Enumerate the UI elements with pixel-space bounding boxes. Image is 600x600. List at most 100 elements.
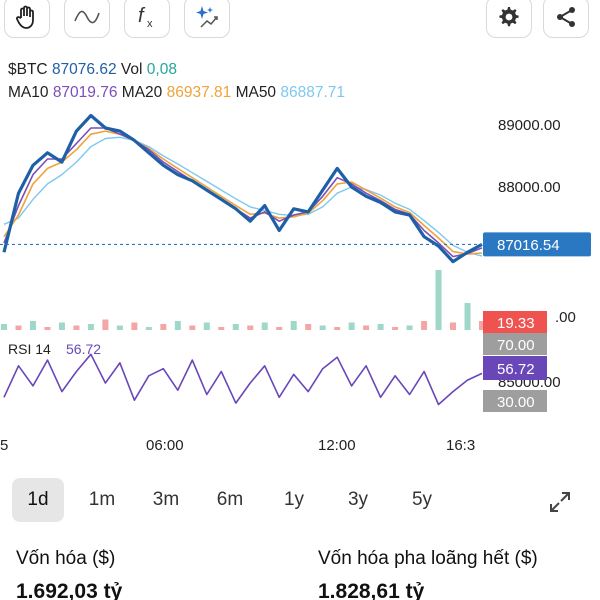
volume-bar bbox=[247, 325, 254, 330]
price-axis-label: 88000.00 bbox=[498, 179, 561, 196]
volume-bar bbox=[44, 327, 51, 330]
ma50-line bbox=[3, 136, 483, 257]
time-axis-label: 5 bbox=[0, 437, 8, 454]
curve-icon bbox=[74, 10, 100, 24]
volume-bar bbox=[145, 327, 152, 330]
volume-label: Vol bbox=[120, 61, 143, 78]
range-5y[interactable]: 5y bbox=[411, 489, 433, 510]
rsi-value-badge bbox=[483, 356, 547, 380]
volume-bar bbox=[58, 322, 65, 330]
volume-bar bbox=[435, 270, 442, 330]
volume-bar bbox=[406, 325, 413, 330]
range-1m[interactable]: 1m bbox=[88, 489, 116, 510]
rsi-value: 56.72 bbox=[66, 341, 101, 357]
volume-value: 0,08 bbox=[146, 61, 177, 78]
chart-legend: $BTC 87076.62 Vol 0,08 MA10 87019.76 MA2… bbox=[8, 58, 345, 104]
price-axis-label: 89000.00 bbox=[498, 117, 561, 134]
symbol-label: $BTC bbox=[8, 61, 48, 78]
rsi-line bbox=[3, 353, 483, 406]
hand-tool-button[interactable] bbox=[4, 0, 50, 38]
volume-bar bbox=[218, 327, 225, 330]
price-line bbox=[2, 113, 483, 264]
range-6m[interactable]: 6m bbox=[216, 489, 244, 510]
range-1d[interactable]: 1d bbox=[12, 478, 64, 522]
volume-bar bbox=[319, 325, 326, 330]
volume-bar bbox=[15, 325, 22, 330]
volume-bar bbox=[102, 319, 109, 330]
rsi-upper-label: 70.00 bbox=[497, 337, 535, 354]
volume-bar bbox=[479, 321, 485, 330]
ma50-label: MA50 bbox=[235, 84, 277, 101]
market-cap-label: Vốn hóa ($) bbox=[16, 548, 116, 569]
chart-canvas[interactable]: 89000.0088000.00.0085000.0087016.5419.33… bbox=[0, 44, 600, 464]
volume-bar bbox=[334, 327, 341, 330]
volume-bar bbox=[276, 327, 283, 330]
rsi-value-badge-label: 56.72 bbox=[497, 361, 535, 378]
market-cap-value: 1.692,03 tỷ bbox=[16, 580, 123, 600]
rsi-upper-badge bbox=[483, 333, 547, 355]
volume-bar bbox=[377, 324, 384, 330]
volume-bar bbox=[290, 321, 297, 330]
current-price-label: 87016.54 bbox=[497, 237, 560, 254]
ma20-value: 86937.81 bbox=[166, 84, 232, 101]
volume-badge-label: 19.33 bbox=[497, 315, 535, 332]
indicator-button[interactable]: f x bbox=[124, 0, 170, 38]
volume-bar bbox=[174, 321, 181, 330]
share-icon bbox=[557, 7, 575, 27]
volume-bar bbox=[464, 303, 471, 330]
drawing-tool-button[interactable] bbox=[64, 0, 110, 38]
svg-text:x: x bbox=[147, 18, 153, 30]
volume-bar bbox=[261, 322, 268, 330]
volume-bar bbox=[392, 327, 399, 330]
time-axis-label: 12:00 bbox=[318, 437, 356, 454]
volume-bar bbox=[131, 322, 138, 330]
volume-bar bbox=[1, 324, 7, 330]
ma10-line bbox=[3, 127, 483, 258]
price-value: 87076.62 bbox=[51, 61, 117, 78]
volume-bar bbox=[29, 321, 36, 330]
volume-bar bbox=[363, 325, 370, 330]
fdv-label: Vốn hóa pha loãng hết ($) bbox=[318, 548, 538, 569]
range-1y[interactable]: 1y bbox=[283, 489, 305, 510]
volume-bar bbox=[116, 325, 123, 330]
legend-row-ma: MA10 87019.76 MA20 86937.81 MA50 86887.7… bbox=[8, 81, 345, 104]
price-axis-label: .00 bbox=[555, 309, 576, 326]
settings-button[interactable] bbox=[486, 0, 532, 38]
legend-row-price: $BTC 87076.62 Vol 0,08 bbox=[8, 58, 345, 81]
range-3y[interactable]: 3y bbox=[347, 489, 369, 510]
rsi-lower-badge bbox=[483, 390, 547, 412]
ma20-label: MA20 bbox=[121, 84, 163, 101]
function-icon: f x bbox=[138, 5, 153, 30]
time-axis-label: 06:00 bbox=[146, 437, 184, 454]
volume-bar bbox=[160, 324, 167, 330]
volume-bar bbox=[73, 325, 80, 330]
fdv-value: 1.828,61 tỷ bbox=[318, 580, 425, 600]
ma10-value: 87019.76 bbox=[52, 84, 118, 101]
volume-badge bbox=[483, 311, 547, 333]
price-chart[interactable]: 89000.00 88000.00.00 85000.00 87016.54 19.33… bbox=[0, 44, 600, 464]
ma10-label: MA10 bbox=[8, 84, 49, 101]
expand-icon[interactable] bbox=[545, 487, 575, 517]
time-range-selector: 1d 1m 3m 6m 1y 3y 5y bbox=[0, 478, 600, 522]
time-axis-label: 16:3 bbox=[446, 437, 475, 454]
volume-bar bbox=[305, 324, 312, 330]
rsi-lower-label: 30.00 bbox=[497, 394, 535, 411]
hand-icon bbox=[16, 5, 34, 29]
range-3m[interactable]: 3m bbox=[152, 489, 180, 510]
gear-icon bbox=[499, 7, 519, 27]
ai-tool-button[interactable] bbox=[184, 0, 230, 38]
volume-bar bbox=[450, 322, 457, 330]
volume-bar bbox=[189, 325, 196, 330]
svg-text:f: f bbox=[138, 5, 146, 27]
volume-bar bbox=[203, 322, 210, 330]
chart-toolbar: f x bbox=[0, 0, 600, 44]
rsi-label: RSI 14 bbox=[8, 341, 51, 357]
sparkle-icon bbox=[196, 6, 218, 28]
current-price-badge bbox=[483, 232, 591, 257]
volume-bar bbox=[421, 321, 428, 330]
ma50-value: 86887.71 bbox=[280, 84, 346, 101]
volume-bar bbox=[348, 322, 355, 330]
volume-bar bbox=[87, 324, 94, 330]
share-button[interactable] bbox=[543, 0, 589, 38]
volume-bar bbox=[232, 324, 239, 330]
